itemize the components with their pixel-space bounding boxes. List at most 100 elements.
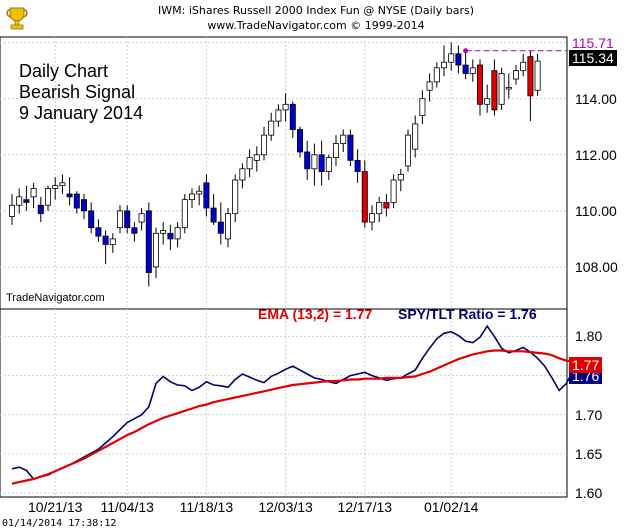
candle-body [138, 213, 145, 223]
candle-body [390, 179, 397, 203]
candle [188, 188, 195, 209]
candle [527, 51, 534, 122]
candle [152, 227, 159, 279]
candle-body [462, 64, 469, 74]
candle [318, 140, 325, 186]
candle-body [433, 67, 440, 83]
candle [174, 222, 181, 248]
candle [37, 196, 44, 223]
annotation-line-2: Bearish Signal [19, 82, 136, 102]
candle-body [404, 134, 411, 167]
candle [239, 163, 246, 189]
candle-body [282, 103, 289, 111]
candle-body [469, 67, 476, 74]
candle [203, 174, 210, 217]
candle [138, 208, 145, 231]
candle [81, 194, 88, 220]
candle-body [527, 56, 534, 97]
candle-body [332, 143, 339, 158]
candle-body [16, 196, 23, 206]
candle [455, 45, 462, 74]
candle-body [412, 123, 419, 150]
candle [304, 140, 311, 181]
candle [505, 73, 512, 99]
candle-body [448, 53, 455, 63]
candle-body [289, 103, 296, 130]
candle-body [145, 210, 152, 273]
candle [88, 202, 95, 234]
indicator-y-tick-label: 1.70 [575, 406, 603, 423]
candle-body [419, 98, 426, 116]
candle-body [152, 232, 159, 268]
candle [73, 191, 80, 214]
indicator-y-tick-label: 1.60 [575, 485, 603, 502]
candle-body [268, 120, 275, 136]
candle [210, 194, 217, 225]
candle-body [347, 134, 354, 161]
candle-body [246, 157, 253, 170]
indicator-y-tick-label: 1.80 [575, 328, 603, 345]
candle [448, 42, 455, 71]
candle [390, 174, 397, 209]
candle-body [167, 232, 174, 240]
x-tick-label: 01/02/14 [423, 499, 479, 515]
candle [440, 45, 447, 77]
candle [368, 205, 375, 231]
candle-body [181, 199, 188, 229]
indicator-pane-frame [0, 308, 568, 498]
candle [469, 59, 476, 82]
candle-body [476, 64, 483, 105]
candle [145, 202, 152, 287]
candle [412, 115, 419, 158]
candle-body [210, 207, 217, 223]
candle-body [253, 154, 260, 161]
candle [253, 146, 260, 172]
candle [383, 194, 390, 217]
candle-body [513, 70, 520, 80]
candle [332, 135, 339, 166]
candle-body [520, 61, 527, 72]
watermark: TradeNavigator.com [6, 292, 105, 304]
x-tick-label: 10/21/13 [27, 499, 83, 515]
candle-body [66, 193, 73, 198]
candle [30, 182, 37, 209]
price-y-tick-label: 114.00 [575, 90, 617, 107]
ema-legend: EMA (13,2) = 1.77 [258, 306, 373, 322]
candle-body [361, 171, 368, 223]
candle-body [325, 157, 332, 172]
candle-body [23, 199, 30, 203]
candle-body [37, 204, 44, 215]
candle [513, 65, 520, 85]
ema-value-tag: 1.77 [569, 357, 603, 373]
candle-body [124, 210, 131, 229]
candle [95, 219, 102, 242]
candle-body [440, 61, 447, 69]
candle [289, 101, 296, 138]
candle [246, 149, 253, 178]
chart-copyright: www.TradeNavigator.com © 1999-2014 [207, 19, 425, 32]
candle [462, 51, 469, 80]
candle [311, 143, 318, 186]
candle-body [59, 182, 66, 187]
candle-body [131, 227, 138, 234]
candle-body [491, 70, 498, 111]
candle-body [52, 185, 59, 189]
candle [232, 174, 239, 223]
candle-body [30, 188, 37, 198]
candle [160, 222, 167, 245]
x-tick-label: 11/04/13 [100, 499, 154, 515]
candle-body [354, 159, 361, 172]
candle-body [232, 179, 239, 215]
chart-title: IWM: iShares Russell 2000 Index Fun @ NY… [158, 4, 474, 17]
candle-body [368, 213, 375, 223]
candle [181, 194, 188, 234]
candle [124, 205, 131, 234]
candle [224, 208, 231, 248]
candle-body [505, 87, 512, 90]
candle [404, 129, 411, 172]
candle-body [397, 174, 404, 181]
candle-body [203, 182, 210, 209]
candle-body [455, 53, 462, 66]
candle [45, 185, 52, 211]
